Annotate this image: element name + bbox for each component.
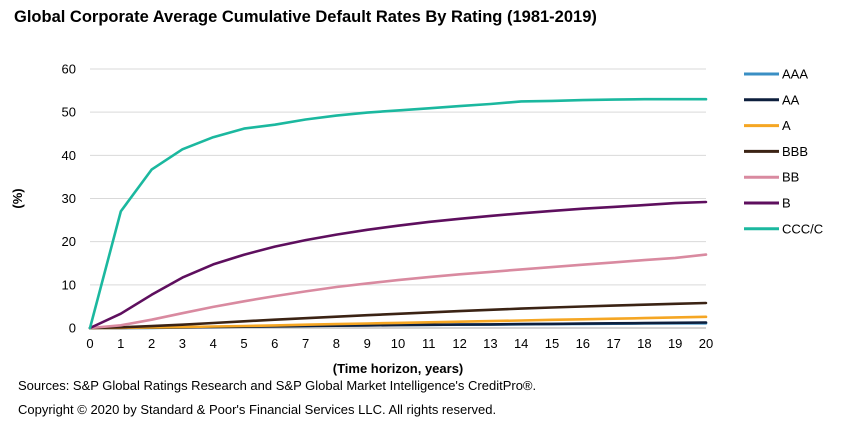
- x-tick-label: 4: [210, 336, 217, 351]
- x-tick-label: 0: [86, 336, 93, 351]
- sources-note: Sources: S&P Global Ratings Research and…: [18, 378, 537, 393]
- x-tick-label: 17: [606, 336, 620, 351]
- x-tick-label: 10: [391, 336, 405, 351]
- series-line-b: [88, 200, 708, 330]
- y-tick-label: 0: [69, 321, 76, 336]
- x-tick-label: 18: [637, 336, 651, 351]
- x-tick-label: 15: [545, 336, 559, 351]
- series-line-bb: [88, 253, 708, 330]
- x-tick-label: 3: [179, 336, 186, 351]
- copyright-note: Copyright © 2020 by Standard & Poor's Fi…: [18, 402, 497, 417]
- series-line-ccc-c: [88, 97, 708, 330]
- y-tick-label: 40: [62, 148, 76, 163]
- x-tick-label: 5: [240, 336, 247, 351]
- legend-label: A: [782, 118, 791, 133]
- legend-label: CCC/C: [782, 221, 823, 236]
- y-tick-label: 30: [62, 191, 76, 206]
- y-tick-label: 20: [62, 234, 76, 249]
- x-tick-label: 8: [333, 336, 340, 351]
- x-tick-label: 9: [364, 336, 371, 351]
- legend-label: AAA: [782, 67, 808, 82]
- x-tick-label: 13: [483, 336, 497, 351]
- legend-label: BB: [782, 170, 799, 185]
- x-tick-label: 12: [452, 336, 466, 351]
- x-tick-labels: 0 1 2 3 4 5 6 7 8 9 10 11 12 13 14 15 16 17 18 19 20: [86, 336, 713, 351]
- x-tick-label: 20: [699, 336, 713, 351]
- series-lines: [88, 97, 708, 330]
- series-line-bbb: [88, 301, 708, 330]
- chart-title: Global Corporate Average Cumulative Defa…: [14, 8, 597, 26]
- x-tick-label: 1: [117, 336, 124, 351]
- y-tick-labels: 0 10 20 30 40 50 60: [62, 62, 76, 336]
- x-axis-title: (Time horizon, years): [333, 361, 464, 376]
- gridlines: [90, 68, 706, 286]
- y-tick-label: 10: [62, 277, 76, 292]
- y-tick-label: 50: [62, 105, 76, 120]
- x-tick-label: 16: [576, 336, 590, 351]
- x-tick-label: 14: [514, 336, 528, 351]
- x-tick-label: 7: [302, 336, 309, 351]
- y-tick-label: 60: [62, 62, 76, 77]
- legend-label: BBB: [782, 144, 808, 159]
- legend-label: AA: [782, 92, 800, 107]
- x-tick-label: 11: [422, 336, 436, 351]
- series-line-a: [88, 315, 708, 330]
- y-axis-title: (%): [10, 188, 25, 208]
- x-tick-label: 2: [148, 336, 155, 351]
- legend-label: B: [782, 196, 791, 211]
- x-tick-label: 6: [271, 336, 278, 351]
- x-tick-label: 19: [668, 336, 682, 351]
